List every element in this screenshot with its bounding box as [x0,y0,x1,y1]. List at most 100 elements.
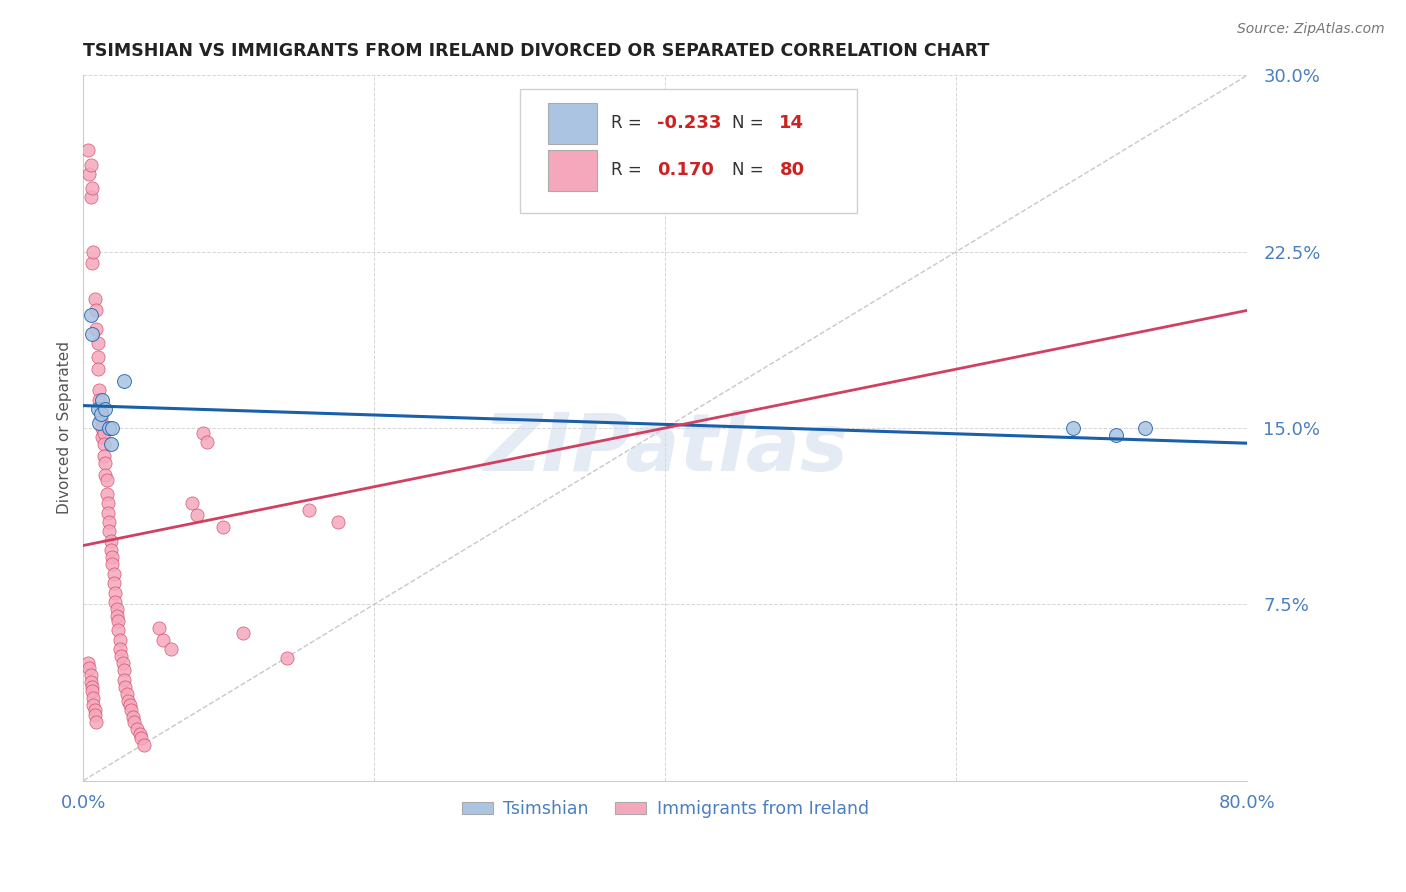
Point [298,503,321,517]
Point [91,392,114,407]
Point [80,256,103,270]
Point [118,698,141,713]
Point [105,602,128,616]
Point [82,244,104,259]
Point [89,392,111,407]
Point [87,336,110,351]
Point [1062,421,1084,435]
Point [93,437,115,451]
Point [103,566,125,581]
Point [120,703,142,717]
Point [100,533,122,548]
Text: R =: R = [610,161,641,179]
Point [117,694,139,708]
Point [103,576,125,591]
Point [112,663,135,677]
Point [80,181,103,195]
Point [98,421,121,435]
Point [1135,421,1157,435]
Point [152,632,174,647]
Point [112,673,135,687]
FancyBboxPatch shape [520,89,858,213]
Text: R =: R = [610,114,641,132]
Point [84,707,107,722]
Point [86,322,108,336]
Point [134,739,156,753]
Point [129,726,152,740]
Point [96,473,118,487]
Text: -0.233: -0.233 [657,114,721,132]
Text: N =: N = [731,114,763,132]
Point [107,614,129,628]
Point [104,585,127,599]
FancyBboxPatch shape [548,103,596,144]
Point [232,625,254,640]
Text: N =: N = [731,161,763,179]
Point [100,437,122,451]
Point [82,691,104,706]
Point [94,456,117,470]
Point [104,595,127,609]
Text: ZIPatlas: ZIPatlas [482,410,848,488]
Legend: Tsimshian, Immigrants from Ireland: Tsimshian, Immigrants from Ireland [456,793,876,825]
Point [100,543,122,558]
Point [96,487,118,501]
Point [94,467,117,482]
Point [148,621,170,635]
Point [195,435,218,450]
Y-axis label: Divorced or Separated: Divorced or Separated [58,342,72,515]
Point [111,656,134,670]
Point [121,710,143,724]
Point [94,402,117,417]
Point [84,292,107,306]
Point [127,722,149,736]
Point [98,524,121,539]
Point [131,731,153,746]
Point [91,421,114,435]
Point [77,167,100,181]
Point [80,326,103,341]
Point [87,362,110,376]
Point [82,698,104,713]
Point [326,515,349,529]
Point [79,674,101,689]
Point [76,144,98,158]
Text: 0.170: 0.170 [657,161,714,179]
Point [86,714,108,729]
Point [87,351,110,365]
Point [101,421,124,435]
Point [115,687,138,701]
Text: 80: 80 [779,161,804,179]
Point [110,648,132,663]
Text: 14: 14 [779,114,804,132]
Point [105,609,128,624]
Text: Source: ZipAtlas.com: Source: ZipAtlas.com [1237,22,1385,37]
Point [80,680,103,694]
Point [276,651,298,665]
Point [76,656,98,670]
Point [79,668,101,682]
Point [90,402,112,417]
Point [77,661,100,675]
Point [212,519,235,533]
Point [159,642,181,657]
Point [87,402,110,417]
Point [79,190,101,204]
Point [101,550,124,565]
Point [97,496,120,510]
Text: TSIMSHIAN VS IMMIGRANTS FROM IRELAND DIVORCED OR SEPARATED CORRELATION CHART: TSIMSHIAN VS IMMIGRANTS FROM IRELAND DIV… [83,42,990,60]
Point [89,384,111,398]
Point [186,508,208,522]
Point [191,425,214,440]
Point [80,684,103,698]
Point [90,411,112,425]
Point [107,623,129,637]
Point [181,496,204,510]
Point [86,303,108,318]
Point [79,308,101,322]
Point [112,374,135,388]
Point [98,515,121,529]
Point [93,425,115,440]
Point [93,449,115,463]
Point [84,703,107,717]
